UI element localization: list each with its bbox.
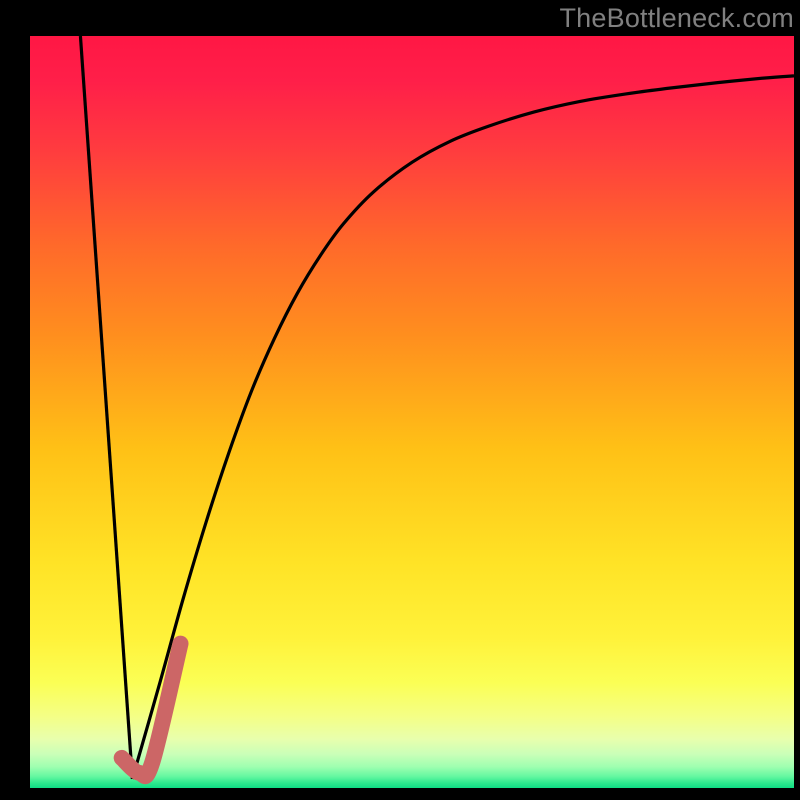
curve-black-v-left: [80, 36, 132, 779]
watermark-text: TheBottleneck.com: [559, 3, 794, 34]
curve-black-v-right-to-curve: [132, 76, 794, 779]
plot-area: [30, 36, 794, 788]
curves-svg: [30, 36, 794, 788]
